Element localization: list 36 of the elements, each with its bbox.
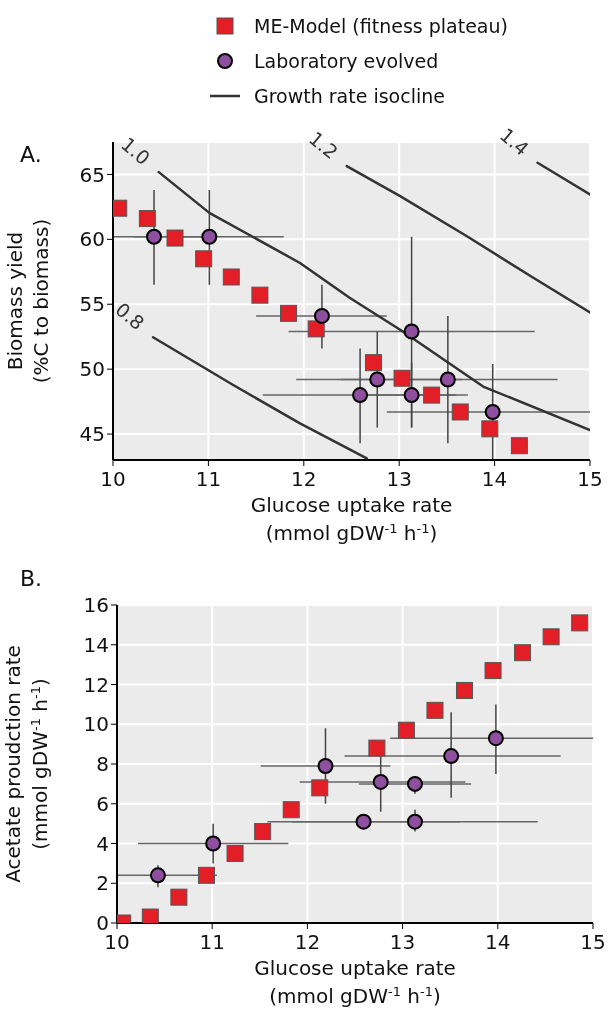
x-tick-label: 11 — [195, 467, 222, 492]
x-tick-label: 13 — [386, 467, 412, 492]
y-tick-label: 14 — [83, 632, 109, 657]
y-tick-label: 45 — [79, 422, 105, 447]
annotation: 1.2 — [305, 126, 343, 164]
x-tick-label: 12 — [291, 467, 317, 492]
y-tick-label: 2 — [96, 871, 109, 896]
x-axis-title: Glucose uptake rate (mmol gDW$^{-1}$ h$^{-1}$) — [250, 493, 453, 545]
y-tick-label: 60 — [79, 227, 105, 252]
legend-label: ME-Model (fitness plateau) — [254, 14, 508, 37]
y-tick-label: 0 — [96, 911, 109, 936]
y-tick-label: 65 — [79, 162, 105, 187]
annotation: 1.0 — [117, 132, 155, 170]
chart-title: A. — [20, 142, 42, 167]
y-tick-label: 6 — [96, 791, 109, 816]
x-tick-label: 14 — [485, 930, 511, 955]
x-axis-title: Glucose uptake rate (mmol gDW$^{-1}$ h$^{-1}$) — [254, 956, 456, 1008]
annotation: 0.8 — [111, 297, 149, 335]
y-tick-label: 12 — [83, 672, 109, 697]
y-tick-label: 8 — [96, 752, 109, 777]
y-tick-label: 50 — [79, 357, 105, 382]
legend-label: Growth rate isocline — [254, 84, 445, 107]
x-tick-label: 15 — [577, 467, 603, 492]
y-tick-label: 16 — [83, 593, 109, 618]
y-axis-title: Biomass yield (%C to biomass) — [3, 218, 53, 384]
annotation: 1.4 — [495, 123, 534, 160]
y-tick-label: 55 — [79, 292, 105, 317]
x-tick-label: 13 — [389, 930, 416, 955]
chart-title: B. — [20, 566, 43, 591]
x-tick-label: 12 — [294, 930, 321, 955]
y-tick-label: 10 — [83, 712, 109, 737]
legend-label: Laboratory evolved — [254, 49, 439, 72]
y-tick-label: 4 — [96, 831, 109, 856]
x-tick-label: 11 — [199, 930, 225, 955]
x-tick-label: 15 — [580, 930, 606, 955]
x-tick-label: 14 — [481, 467, 508, 492]
